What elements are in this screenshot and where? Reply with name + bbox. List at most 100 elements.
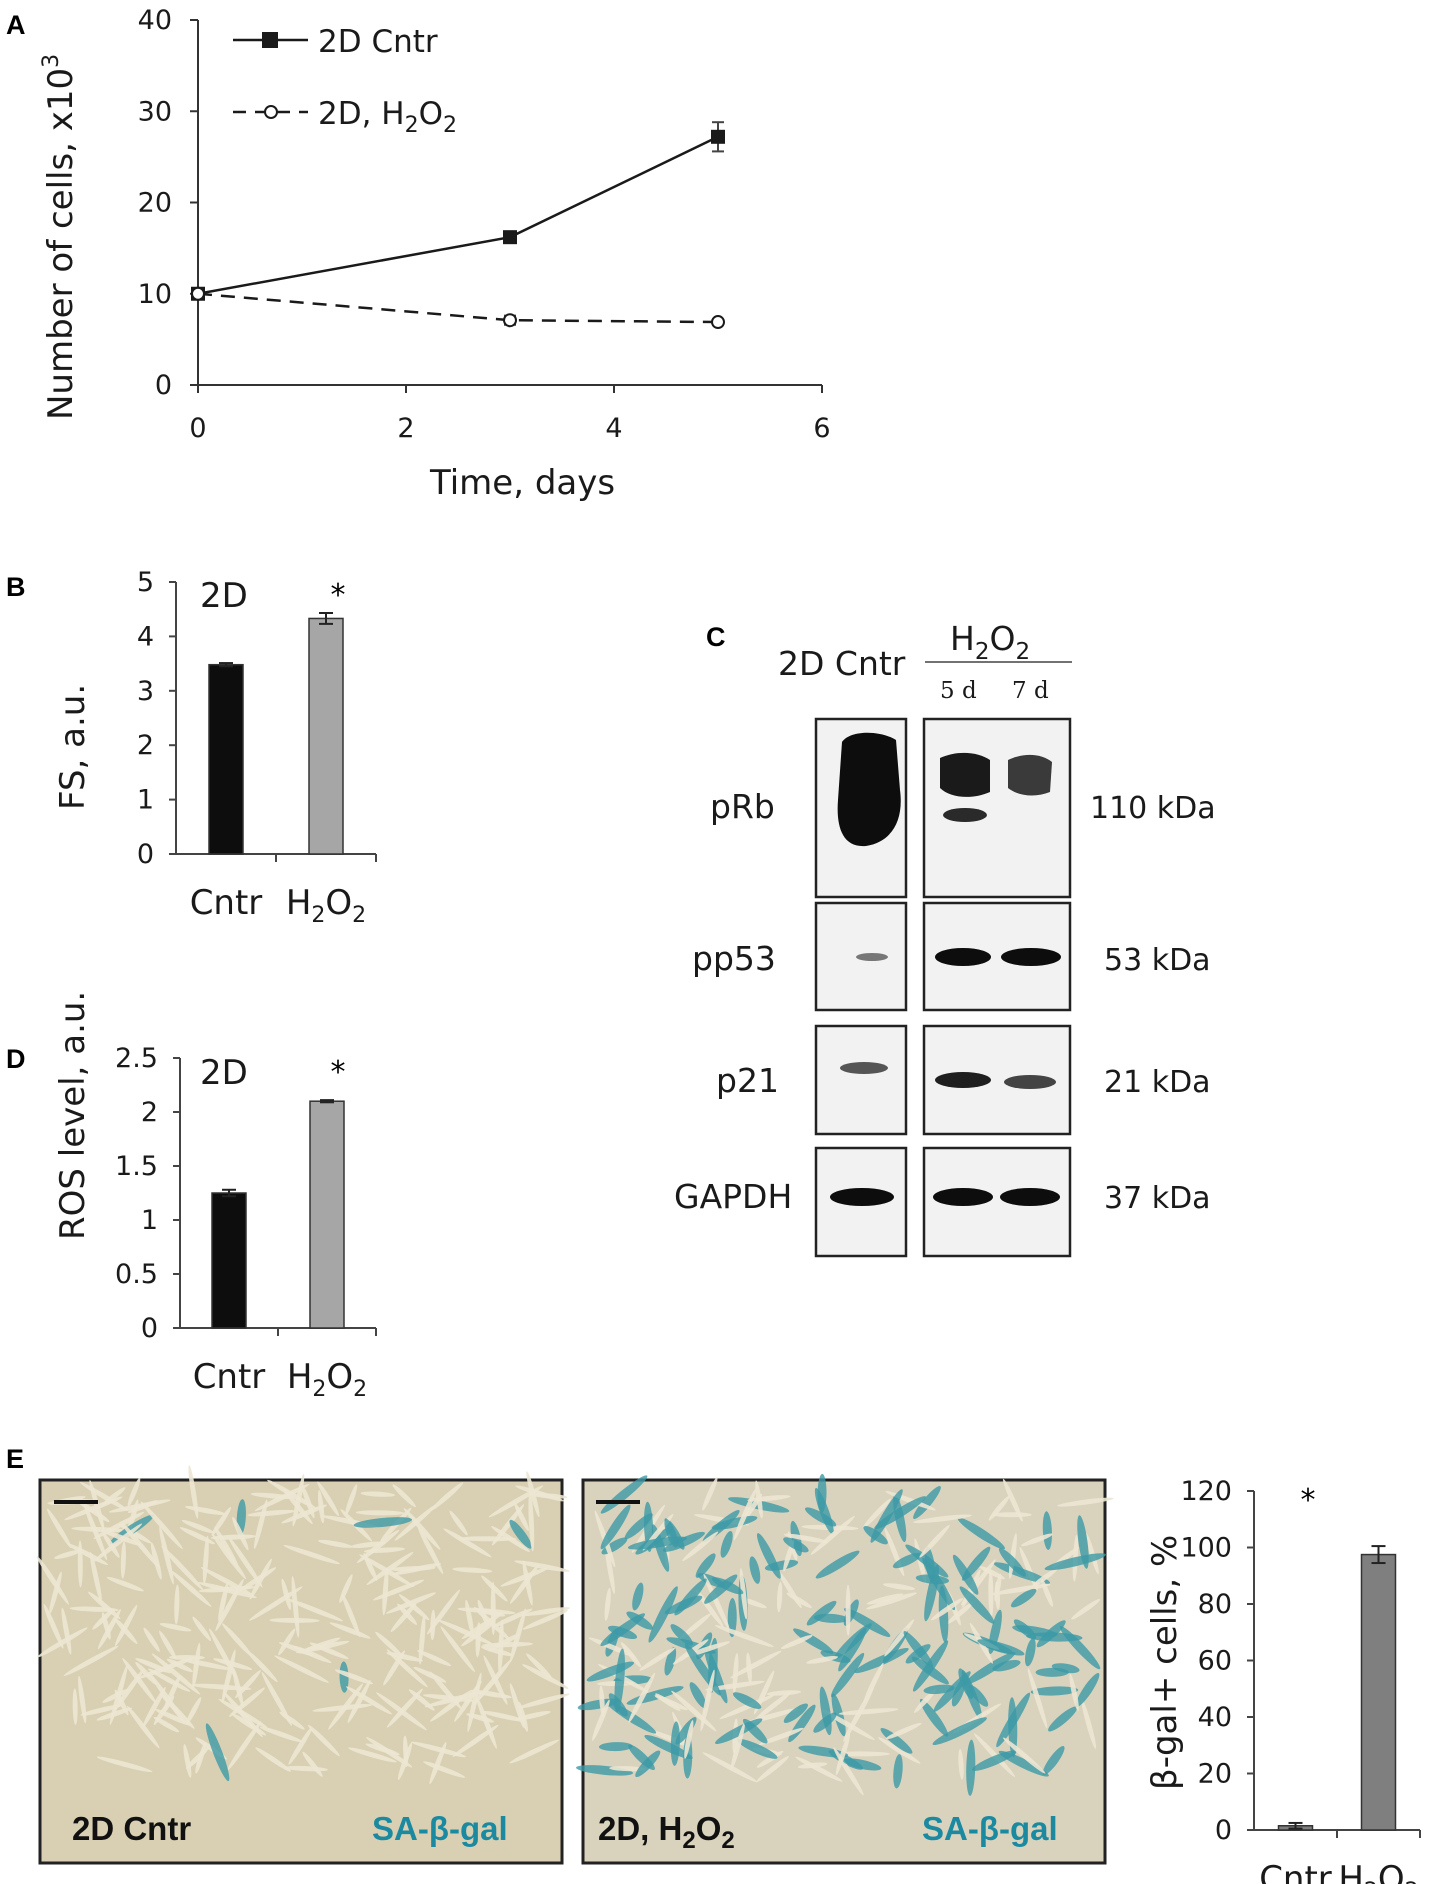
chart-e-y-tick-label: 40	[1198, 1702, 1232, 1733]
cell	[522, 1664, 569, 1689]
cell	[228, 1536, 263, 1588]
chart-a-x-tick-label: 2	[397, 413, 414, 444]
cell	[161, 1545, 204, 1591]
cell	[933, 1671, 971, 1712]
cell	[755, 1480, 763, 1519]
cell	[363, 1553, 378, 1581]
blot-header-cntr: 2D Cntr	[778, 644, 906, 683]
cell	[142, 1686, 166, 1728]
cell	[863, 1662, 884, 1704]
cell	[449, 1510, 468, 1536]
cell	[624, 1513, 653, 1540]
cell	[181, 1519, 214, 1534]
cell	[286, 1598, 344, 1622]
cell	[979, 1566, 1005, 1580]
micrograph-h2o2-stain-label: SA-β-gal	[922, 1810, 1058, 1847]
data-point-h2o2	[191, 286, 205, 301]
cell	[958, 1748, 964, 1780]
cell	[1031, 1568, 1058, 1588]
cell	[892, 1552, 922, 1569]
cell	[628, 1744, 655, 1771]
cell	[296, 1640, 350, 1654]
cell	[786, 1592, 812, 1608]
cell	[36, 1556, 69, 1605]
chart-d-bar	[309, 1100, 345, 1329]
cell	[423, 1694, 474, 1702]
cell	[1003, 1737, 1046, 1774]
chart-b-y-tick-label: 1	[137, 785, 154, 816]
cell	[92, 1608, 115, 1630]
cell	[632, 1582, 644, 1611]
cell	[915, 1574, 950, 1585]
cell	[279, 1711, 305, 1730]
cell	[776, 1581, 783, 1613]
cell	[135, 1661, 158, 1686]
cell	[874, 1496, 926, 1530]
cell	[213, 1658, 253, 1671]
cell	[515, 1485, 564, 1502]
cell	[443, 1528, 492, 1558]
cell	[278, 1628, 296, 1656]
cell	[704, 1680, 765, 1691]
cell	[946, 1602, 974, 1625]
cell	[248, 1586, 303, 1621]
cell	[80, 1482, 129, 1511]
chart-b-inset-label: 2D	[200, 576, 248, 616]
cell	[192, 1616, 212, 1642]
cell	[1025, 1638, 1036, 1667]
cell	[1042, 1511, 1052, 1550]
cell	[522, 1609, 568, 1630]
cell	[996, 1692, 1031, 1748]
band-gapdh-7d	[1000, 1188, 1060, 1206]
cell	[843, 1608, 891, 1637]
cell	[766, 1690, 802, 1696]
cell	[866, 1593, 904, 1605]
cell	[339, 1661, 349, 1693]
cell	[185, 1746, 209, 1770]
cell	[457, 1607, 516, 1615]
cell	[423, 1761, 466, 1778]
cell	[47, 1508, 72, 1549]
cell	[398, 1594, 430, 1621]
cell	[382, 1567, 389, 1616]
cell	[481, 1710, 526, 1722]
cell	[181, 1658, 232, 1670]
cell	[911, 1656, 949, 1685]
cell	[186, 1697, 202, 1725]
cell	[914, 1688, 937, 1713]
cell	[114, 1689, 129, 1716]
data-point-h2o2	[503, 313, 517, 328]
cell	[670, 1624, 693, 1646]
cell	[919, 1524, 950, 1558]
cell	[720, 1530, 733, 1558]
cell	[127, 1500, 159, 1513]
cell	[403, 1735, 409, 1768]
cell	[481, 1575, 508, 1602]
cell	[600, 1504, 631, 1550]
cell	[283, 1544, 340, 1565]
cell	[430, 1482, 464, 1511]
cell	[674, 1578, 707, 1616]
cell	[78, 1675, 87, 1724]
blot-lane-7d: 7 d	[1012, 678, 1049, 704]
cell	[988, 1569, 994, 1618]
chart-a-y-tick-label: 40	[138, 5, 172, 36]
cell	[932, 1717, 987, 1746]
chart-e-bar	[1360, 1553, 1397, 1831]
blot-row-prb: pRb 110 kDa	[710, 717, 1216, 899]
cell	[159, 1630, 177, 1660]
band-pp53-5d	[935, 948, 991, 966]
micrograph-h2o2-label: 2D, H2O2	[598, 1810, 735, 1854]
cell	[870, 1489, 903, 1543]
cell	[510, 1608, 526, 1663]
cell	[518, 1693, 570, 1709]
cell	[664, 1647, 677, 1676]
cell	[64, 1496, 123, 1521]
chart-e-ylabel: β-gal+ cells, %	[1145, 1535, 1185, 1790]
cell	[931, 1598, 964, 1621]
cell	[592, 1699, 610, 1741]
cell	[80, 1704, 123, 1716]
blot-size-p21: 21 kDa	[1104, 1065, 1211, 1100]
cell	[392, 1484, 416, 1508]
cell	[375, 1631, 403, 1657]
